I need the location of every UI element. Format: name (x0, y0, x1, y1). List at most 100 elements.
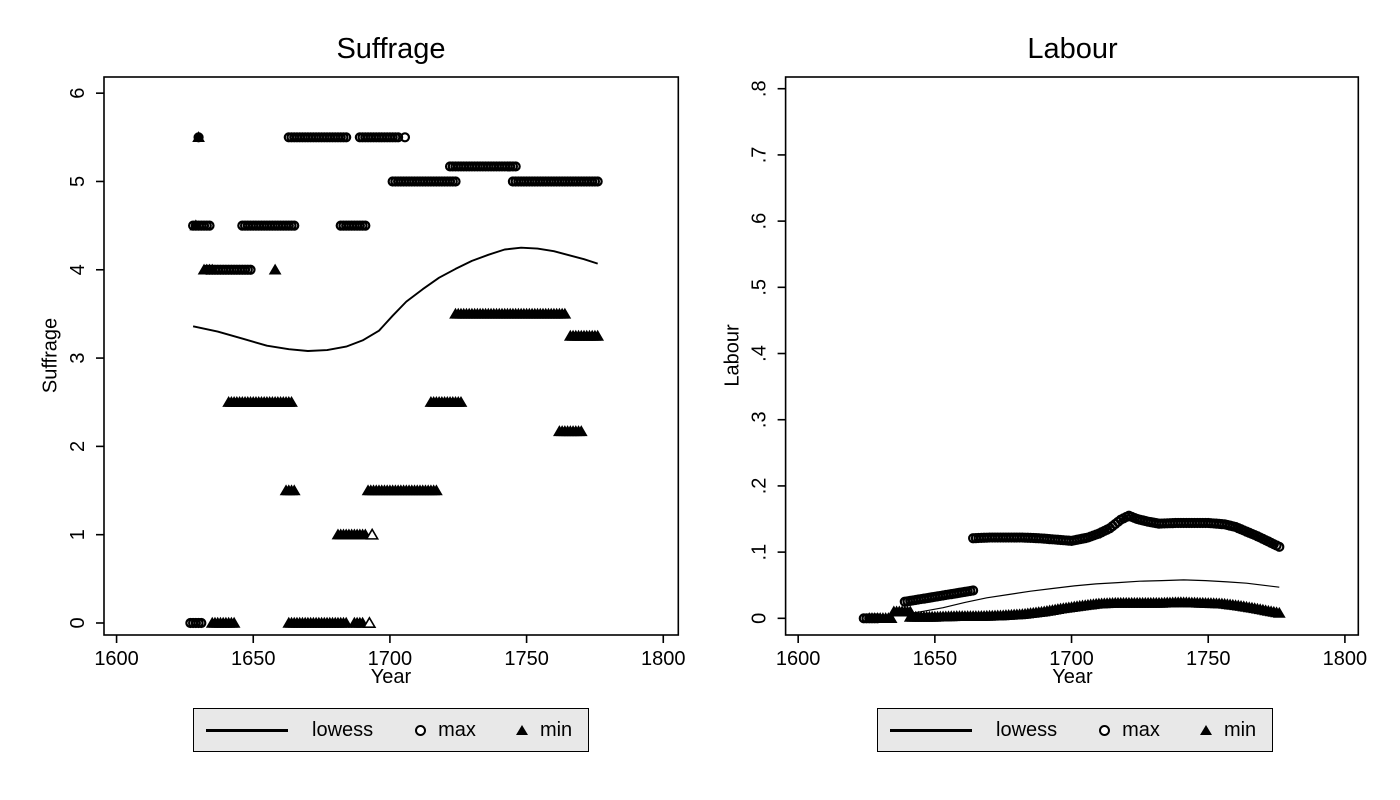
x-tick-label: 1650 (913, 648, 958, 670)
y-axis-title-left: Suffrage (39, 317, 62, 394)
min-band (362, 616, 377, 628)
data-point-triangle (205, 263, 219, 275)
data-point-circle (450, 176, 461, 187)
max-band (444, 161, 521, 172)
max-band (201, 264, 256, 275)
data-point-circle (341, 132, 352, 143)
min-triangle-icon (1199, 725, 1212, 735)
legend-left: lowess max min (193, 708, 589, 752)
y-tick-label: .6 (749, 213, 771, 230)
data-point-triangle (227, 616, 241, 628)
y-tick-label: .3 (749, 411, 771, 428)
max-band (899, 585, 979, 607)
min-band (449, 307, 572, 319)
min-band (189, 219, 203, 231)
x-tick-label: 1600 (776, 648, 821, 670)
data-point-triangle (574, 425, 588, 437)
min-band (348, 616, 369, 628)
data-point-circle (393, 132, 404, 143)
lowess-line-sample (206, 728, 288, 732)
y-tick-label: .8 (749, 80, 771, 97)
data-point-circle (289, 220, 300, 231)
y-tick-label: 0 (67, 617, 89, 628)
min-band (365, 527, 380, 540)
min-band (862, 612, 898, 624)
y-tick-label: 3 (67, 353, 89, 364)
max-markers (185, 132, 603, 629)
data-point-triangle (268, 263, 282, 275)
x-tick-label: 1650 (231, 648, 276, 670)
data-point-triangle (1272, 606, 1286, 618)
y-tick-label: .4 (749, 345, 771, 362)
max-circle-icon (415, 724, 427, 736)
y-tick-label: 1 (67, 529, 89, 540)
min-band (192, 131, 205, 143)
min-band (197, 263, 219, 275)
x-tick-label: 1800 (1323, 648, 1368, 670)
data-point-triangle (339, 616, 353, 628)
y-tick-label: .1 (749, 544, 771, 561)
max-markers (858, 510, 1285, 624)
data-point-circle (399, 132, 411, 143)
data-point-triangle (454, 396, 468, 407)
min-band (424, 396, 468, 407)
min-band (331, 528, 372, 540)
legend-label-min: min (539, 718, 573, 741)
min-band (361, 484, 443, 496)
data-point-triangle (362, 616, 377, 628)
x-tick-label: 1700 (368, 648, 413, 670)
y-tick-label: .2 (749, 478, 771, 495)
min-markers (862, 596, 1286, 624)
x-tick-label: 1750 (504, 648, 549, 670)
legend-label-min: min (1223, 718, 1257, 741)
data-point-circle (968, 585, 979, 596)
y-tick-label: 6 (67, 88, 89, 99)
max-band (354, 132, 404, 143)
panel-labour: 1600 1650 1700 1750 1800 0 .1 .2 .3 .4 .5 .6 .7 .8 (749, 76, 1368, 670)
min-band (563, 329, 605, 341)
min-band (553, 425, 588, 437)
data-point-triangle (287, 484, 301, 496)
data-point-circle (204, 220, 215, 231)
max-band (335, 220, 371, 231)
data-point-triangle (192, 131, 205, 143)
y-tick-label: .5 (749, 279, 771, 296)
data-point-circle (245, 264, 256, 275)
min-band (268, 263, 282, 275)
x-tick-label: 1800 (641, 648, 686, 670)
x-axis-title-right: Year (1052, 666, 1093, 688)
data-point-triangle (884, 612, 898, 624)
panel-title-suffrage: Suffrage (336, 33, 446, 65)
max-band (507, 176, 603, 187)
x-tick-label: 1600 (94, 648, 139, 670)
data-point-circle (1274, 541, 1285, 552)
min-markers (189, 131, 605, 628)
min-triangle-icon (515, 725, 528, 735)
min-band (205, 616, 241, 628)
panel-title-labour: Labour (1027, 33, 1118, 65)
data-point-circle (592, 176, 603, 187)
lowess-curve (192, 246, 598, 352)
data-point-circle (510, 161, 521, 172)
y-tick-label: 0 (749, 613, 771, 624)
x-tick-label: 1700 (1049, 648, 1094, 670)
data-point-triangle (430, 484, 443, 496)
plot-frame (103, 76, 680, 636)
x-tick-label: 1750 (1186, 648, 1231, 670)
max-band (387, 176, 461, 187)
y-tick-label: 2 (67, 441, 89, 452)
min-band (279, 484, 301, 496)
max-band (283, 132, 352, 143)
lowess-curve (899, 579, 1280, 616)
y-tick-label: 5 (67, 176, 89, 187)
panel-suffrage: 1600 1650 1700 1750 1800 0 1 2 3 4 5 6 (67, 76, 686, 670)
y-tick-label: 4 (67, 264, 89, 275)
min-band (903, 596, 1286, 622)
max-circle-icon (1099, 724, 1111, 736)
legend-label-max: max (1122, 718, 1160, 741)
legend-label-max: max (438, 718, 476, 741)
lowess-line-sample (890, 728, 972, 732)
data-point-triangle (591, 329, 605, 341)
